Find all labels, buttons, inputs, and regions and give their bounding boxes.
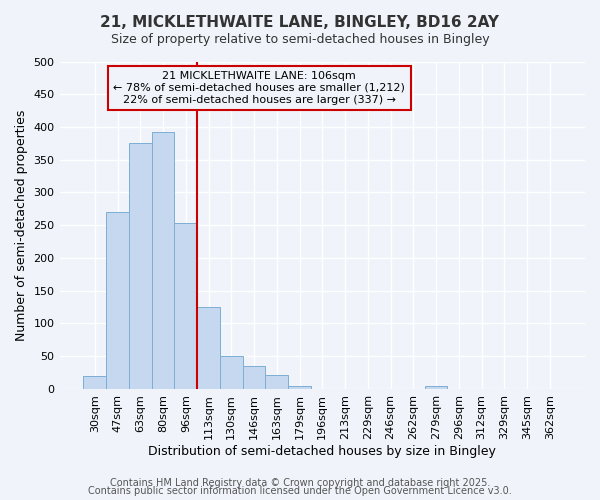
Bar: [220, 356, 242, 389]
Bar: [265, 374, 288, 389]
Bar: [288, 386, 311, 389]
Bar: [242, 366, 265, 389]
Bar: [129, 144, 152, 389]
Bar: [83, 376, 106, 389]
Text: Size of property relative to semi-detached houses in Bingley: Size of property relative to semi-detach…: [110, 32, 490, 46]
Text: Contains public sector information licensed under the Open Government Licence v3: Contains public sector information licen…: [88, 486, 512, 496]
Text: Contains HM Land Registry data © Crown copyright and database right 2025.: Contains HM Land Registry data © Crown c…: [110, 478, 490, 488]
X-axis label: Distribution of semi-detached houses by size in Bingley: Distribution of semi-detached houses by …: [148, 444, 496, 458]
Bar: [175, 224, 197, 389]
Bar: [425, 386, 448, 389]
Text: 21 MICKLETHWAITE LANE: 106sqm
← 78% of semi-detached houses are smaller (1,212)
: 21 MICKLETHWAITE LANE: 106sqm ← 78% of s…: [113, 72, 405, 104]
Text: 21, MICKLETHWAITE LANE, BINGLEY, BD16 2AY: 21, MICKLETHWAITE LANE, BINGLEY, BD16 2A…: [101, 15, 499, 30]
Bar: [106, 212, 129, 389]
Bar: [152, 132, 175, 389]
Y-axis label: Number of semi-detached properties: Number of semi-detached properties: [15, 110, 28, 341]
Bar: [197, 307, 220, 389]
